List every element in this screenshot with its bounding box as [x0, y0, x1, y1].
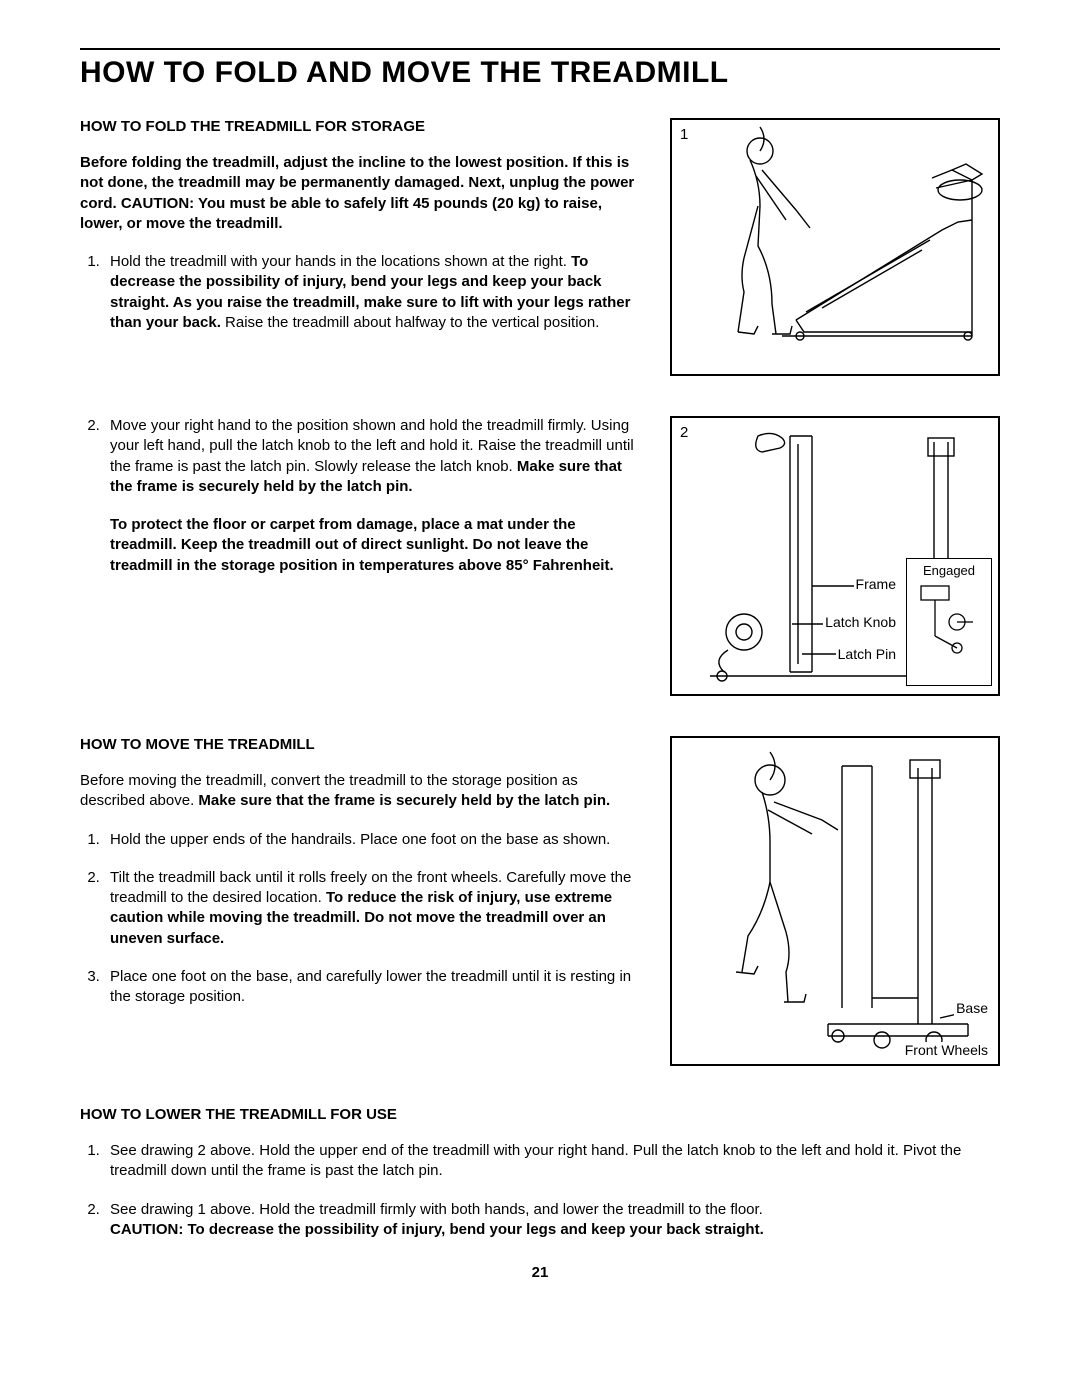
fold-list-1: Hold the treadmill with your hands in th… — [80, 252, 642, 333]
fig2-number: 2 — [680, 424, 688, 441]
fold-text-1: HOW TO FOLD THE TREADMILL FOR STORAGE Be… — [80, 118, 642, 398]
lower-step-2: See drawing 1 above. Hold the treadmill … — [104, 1200, 1000, 1241]
move-row: HOW TO MOVE THE TREADMILL Before moving … — [80, 736, 1000, 1088]
fold-row-1: HOW TO FOLD THE TREADMILL FOR STORAGE Be… — [80, 118, 1000, 398]
fig2-label-latchpin: Latch Pin — [836, 646, 898, 662]
lower-list: See drawing 2 above. Hold the upper end … — [80, 1141, 1000, 1240]
fold-list-2: Move your right hand to the position sho… — [80, 416, 642, 576]
fold-step2-para2: To protect the floor or carpet from dama… — [110, 515, 642, 576]
fig2-inset: Engaged — [906, 558, 992, 686]
lower-step2-pre: See drawing 1 above. Hold the treadmill … — [110, 1201, 763, 1218]
fig3-illustration — [672, 738, 1002, 1068]
page-number: 21 — [80, 1264, 1000, 1281]
fig1-number: 1 — [680, 126, 688, 143]
fig2-label-latchknob: Latch Knob — [823, 614, 898, 630]
page: HOW TO FOLD AND MOVE THE TREADMILL HOW T… — [0, 0, 1080, 1397]
fig2-box: 2 — [670, 416, 1000, 696]
fold-row-2: Move your right hand to the position sho… — [80, 416, 1000, 718]
move-step-3: Place one foot on the base, and carefull… — [104, 967, 642, 1008]
fig2-label-frame: Frame — [854, 576, 898, 592]
fig1-box: 1 — [670, 118, 1000, 376]
move-heading: HOW TO MOVE THE TREADMILL — [80, 736, 642, 753]
move-intro-bold: Make sure that the frame is securely hel… — [198, 792, 610, 809]
fig3-box: Base Front Wheels — [670, 736, 1000, 1066]
fig2-label-engaged: Engaged — [911, 563, 987, 578]
lower-step2-bold: CAUTION: To decrease the possibility of … — [110, 1221, 764, 1238]
move-step-2: Tilt the treadmill back until it rolls f… — [104, 868, 642, 949]
fig3-label-wheels: Front Wheels — [903, 1042, 990, 1058]
fig3-col: Base Front Wheels — [670, 736, 1000, 1088]
fold-step-1: Hold the treadmill with your hands in th… — [104, 252, 642, 333]
fig2-col: 2 — [670, 416, 1000, 718]
fig1-col: 1 — [670, 118, 1000, 398]
move-text: HOW TO MOVE THE TREADMILL Before moving … — [80, 736, 642, 1088]
page-title: HOW TO FOLD AND MOVE THE TREADMILL — [80, 56, 1000, 90]
move-list: Hold the upper ends of the handrails. Pl… — [80, 830, 642, 1008]
lower-step-1: See drawing 2 above. Hold the upper end … — [104, 1141, 1000, 1182]
fig2-inset-illustration — [911, 578, 989, 678]
fig3-label-base: Base — [954, 1000, 990, 1016]
fold-step-2: Move your right hand to the position sho… — [104, 416, 642, 576]
fold-intro: Before folding the treadmill, adjust the… — [80, 153, 642, 234]
fold-step1-post: Raise the treadmill about halfway to the… — [221, 314, 600, 331]
move-step-1: Hold the upper ends of the handrails. Pl… — [104, 830, 642, 850]
fold-step1-pre: Hold the treadmill with your hands in th… — [110, 253, 571, 270]
fold-text-2: Move your right hand to the position sho… — [80, 416, 642, 718]
move-intro: Before moving the treadmill, convert the… — [80, 771, 642, 812]
fig1-illustration — [672, 120, 1002, 378]
fold-heading: HOW TO FOLD THE TREADMILL FOR STORAGE — [80, 118, 642, 135]
lower-heading: HOW TO LOWER THE TREADMILL FOR USE — [80, 1106, 1000, 1123]
top-rule — [80, 48, 1000, 50]
